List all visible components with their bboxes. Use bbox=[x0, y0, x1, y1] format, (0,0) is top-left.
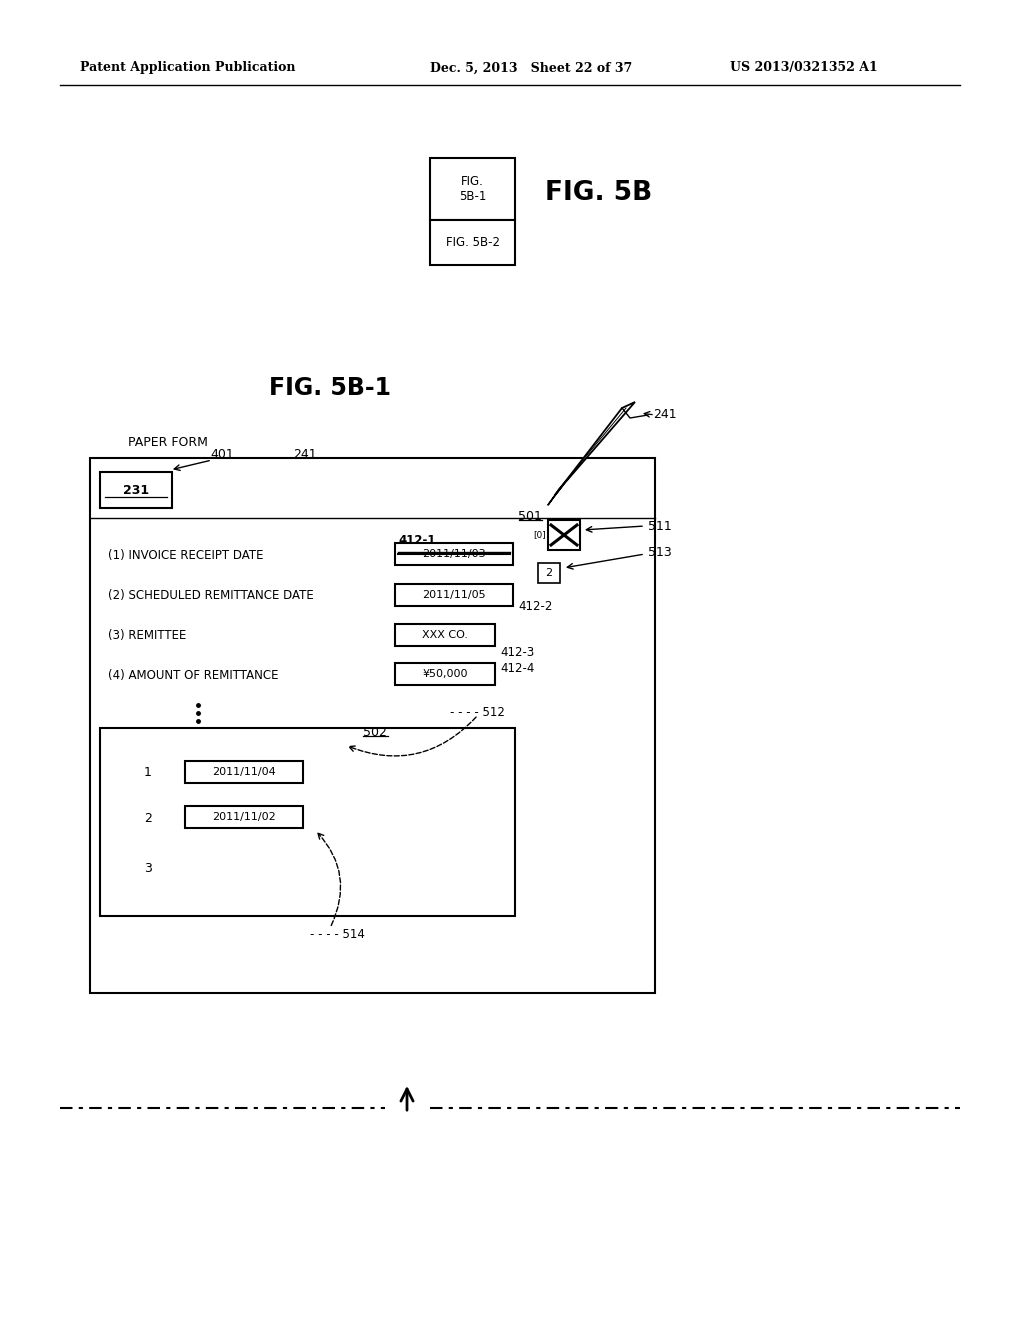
Text: 241: 241 bbox=[653, 408, 677, 421]
Bar bbox=[185, 807, 303, 828]
Bar bbox=[430, 220, 515, 265]
Bar bbox=[548, 520, 580, 550]
Text: FIG. 5B-1: FIG. 5B-1 bbox=[269, 376, 391, 400]
Text: (4) AMOUNT OF REMITTANCE: (4) AMOUNT OF REMITTANCE bbox=[108, 669, 279, 682]
Text: [0]: [0] bbox=[534, 531, 547, 540]
Text: 412-4: 412-4 bbox=[500, 663, 535, 676]
Text: FIG. 5B: FIG. 5B bbox=[545, 180, 652, 206]
Text: 241: 241 bbox=[293, 449, 316, 462]
Text: 1: 1 bbox=[144, 767, 152, 780]
Text: 502: 502 bbox=[364, 726, 387, 738]
Text: 511: 511 bbox=[648, 520, 672, 532]
Text: (2) SCHEDULED REMITTANCE DATE: (2) SCHEDULED REMITTANCE DATE bbox=[108, 590, 313, 602]
Text: 2011/11/04: 2011/11/04 bbox=[212, 767, 275, 777]
Text: 3: 3 bbox=[144, 862, 152, 874]
Text: PAPER FORM: PAPER FORM bbox=[128, 437, 208, 450]
Text: 501: 501 bbox=[518, 510, 542, 523]
Text: Patent Application Publication: Patent Application Publication bbox=[80, 62, 296, 74]
Bar bbox=[90, 458, 655, 993]
Text: FIG. 5B-2: FIG. 5B-2 bbox=[445, 236, 500, 249]
Bar bbox=[100, 729, 515, 916]
Text: FIG.
5B-1: FIG. 5B-1 bbox=[459, 176, 486, 203]
Text: Dec. 5, 2013   Sheet 22 of 37: Dec. 5, 2013 Sheet 22 of 37 bbox=[430, 62, 632, 74]
Text: 2: 2 bbox=[144, 812, 152, 825]
Bar bbox=[395, 543, 513, 565]
Text: - - - - 514: - - - - 514 bbox=[310, 928, 365, 941]
Bar bbox=[395, 624, 495, 645]
Bar bbox=[185, 762, 303, 783]
Bar bbox=[100, 473, 172, 508]
Text: - - - - 512: - - - - 512 bbox=[450, 705, 505, 718]
Text: 231: 231 bbox=[123, 483, 150, 496]
Text: 412-1: 412-1 bbox=[398, 533, 435, 546]
Text: XXX CO.: XXX CO. bbox=[422, 630, 468, 640]
Text: (1) INVOICE RECEIPT DATE: (1) INVOICE RECEIPT DATE bbox=[108, 549, 263, 562]
Text: 2: 2 bbox=[546, 568, 553, 578]
Polygon shape bbox=[555, 403, 635, 495]
Text: 412-2: 412-2 bbox=[518, 599, 552, 612]
Text: US 2013/0321352 A1: US 2013/0321352 A1 bbox=[730, 62, 878, 74]
Text: 2011/11/03: 2011/11/03 bbox=[422, 549, 485, 558]
Bar bbox=[430, 158, 515, 220]
Text: ¥50,000: ¥50,000 bbox=[422, 669, 468, 678]
Bar bbox=[538, 564, 560, 583]
Text: 513: 513 bbox=[648, 546, 672, 560]
Bar bbox=[395, 663, 495, 685]
Text: (3) REMITTEE: (3) REMITTEE bbox=[108, 630, 186, 643]
Text: 2011/11/05: 2011/11/05 bbox=[422, 590, 485, 601]
Text: 412-3: 412-3 bbox=[500, 645, 535, 659]
Bar bbox=[395, 583, 513, 606]
Text: 2011/11/02: 2011/11/02 bbox=[212, 812, 275, 822]
Text: 401: 401 bbox=[210, 449, 233, 462]
